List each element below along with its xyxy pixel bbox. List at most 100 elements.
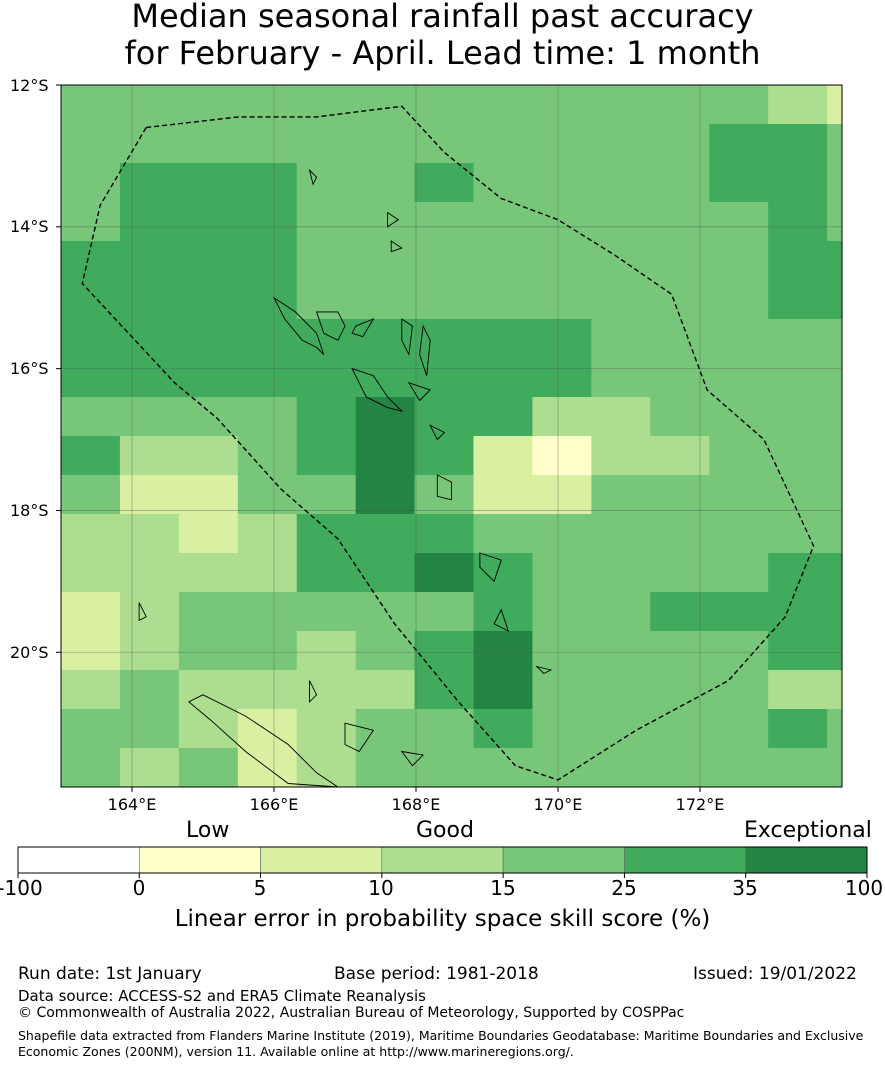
grid-cell — [473, 436, 534, 476]
grid-cell — [119, 163, 180, 203]
grid-cell — [414, 553, 475, 593]
grid-cell — [355, 124, 416, 164]
grid-cell — [414, 670, 475, 710]
colorbar-tick: 10 — [368, 876, 394, 900]
grid-cell — [119, 631, 180, 671]
grid-cell — [178, 592, 239, 632]
grid-cell — [768, 397, 828, 437]
grid-cell — [827, 358, 842, 398]
grid-cell — [296, 397, 357, 437]
eez-boundary — [81, 105, 815, 781]
grid-cell — [414, 748, 475, 787]
grid-cell — [709, 163, 769, 203]
grid-cell — [768, 124, 828, 164]
grid-cell — [650, 397, 710, 437]
grid-cell — [532, 514, 592, 554]
grid-cell — [178, 475, 239, 515]
grid-cell — [355, 163, 416, 203]
grid-cell — [355, 85, 416, 125]
grid-cell — [650, 163, 710, 203]
grid-cell — [296, 553, 357, 593]
colorbar-tick: 15 — [490, 876, 516, 900]
grid-cell — [473, 475, 534, 515]
map-title-line-2: for February - April. Lead time: 1 month — [124, 34, 761, 72]
grid-cell — [119, 319, 180, 359]
island-outline — [315, 311, 346, 341]
grid-cell — [709, 514, 769, 554]
grid-cell — [237, 670, 298, 710]
lon-label-170e: 170°E — [533, 795, 583, 814]
grid-cell — [119, 280, 180, 320]
colorbar-frame — [17, 846, 868, 874]
island-outline — [493, 608, 510, 632]
grid-cell — [178, 319, 239, 359]
grid-cell — [768, 631, 828, 671]
grid-cell — [650, 358, 710, 398]
map-panel — [17, 84, 868, 878]
grid-cell — [355, 592, 416, 632]
grid-cell — [414, 319, 475, 359]
grid-cell — [768, 202, 828, 242]
grid-cell — [237, 319, 298, 359]
grid-cell — [827, 475, 842, 515]
grid-cell — [532, 436, 592, 476]
colorbar-segment — [260, 846, 383, 874]
grid-cell — [237, 709, 298, 749]
axis-ticks — [56, 84, 701, 792]
grid-cell — [532, 397, 592, 437]
grid-cell — [650, 280, 710, 320]
colorbar-segment — [138, 846, 261, 874]
legend-category-low: Low — [186, 818, 230, 843]
colorbar-segment — [745, 846, 868, 874]
island-outline — [429, 424, 446, 441]
grid-cell — [119, 514, 180, 554]
grid-cell — [827, 397, 842, 437]
grid-cell — [532, 358, 592, 398]
grid-cell — [296, 514, 357, 554]
grid-cell — [296, 124, 357, 164]
grid-cell — [827, 631, 842, 671]
grid-cell — [473, 241, 534, 281]
grid-cell — [532, 319, 592, 359]
grid-cell — [237, 592, 298, 632]
island-outline — [400, 750, 425, 767]
grid-cell — [61, 553, 121, 593]
grid-cell — [296, 709, 357, 749]
grid-cell — [414, 514, 475, 554]
colorbar-tick: 25 — [611, 876, 637, 900]
colorbar-tick: 35 — [732, 876, 758, 900]
grid-cell — [768, 553, 828, 593]
grid-cell — [61, 397, 121, 437]
grid-cell — [768, 475, 828, 515]
grid-cell — [296, 475, 357, 515]
grid-cell — [709, 592, 769, 632]
grid-cell — [119, 592, 180, 632]
grid-cell — [237, 202, 298, 242]
grid-cell — [296, 670, 357, 710]
grid-cell — [709, 202, 769, 242]
grid-cell — [61, 475, 121, 515]
grid-cell — [296, 748, 357, 787]
grid-cell — [768, 709, 828, 749]
lat-label-20s: 20°S — [10, 643, 49, 662]
grid-cell — [414, 358, 475, 398]
grid-cell — [650, 670, 710, 710]
grid-cell — [650, 631, 710, 671]
grid-cell — [355, 670, 416, 710]
grid-cell — [827, 553, 842, 593]
grid-cell — [178, 748, 239, 787]
grid-cell — [178, 436, 239, 476]
grid-cell — [827, 709, 842, 749]
grid-cell — [473, 358, 534, 398]
grid-cell — [355, 748, 416, 787]
grid-cell — [178, 670, 239, 710]
island-outline — [138, 602, 147, 622]
grid-cell — [650, 241, 710, 281]
grid-cell — [178, 631, 239, 671]
grid-cell — [237, 124, 298, 164]
grid-cell — [296, 85, 357, 125]
grid-cell — [473, 631, 534, 671]
grid-cell — [709, 280, 769, 320]
grid-cell — [61, 436, 121, 476]
grid-cell — [768, 280, 828, 320]
